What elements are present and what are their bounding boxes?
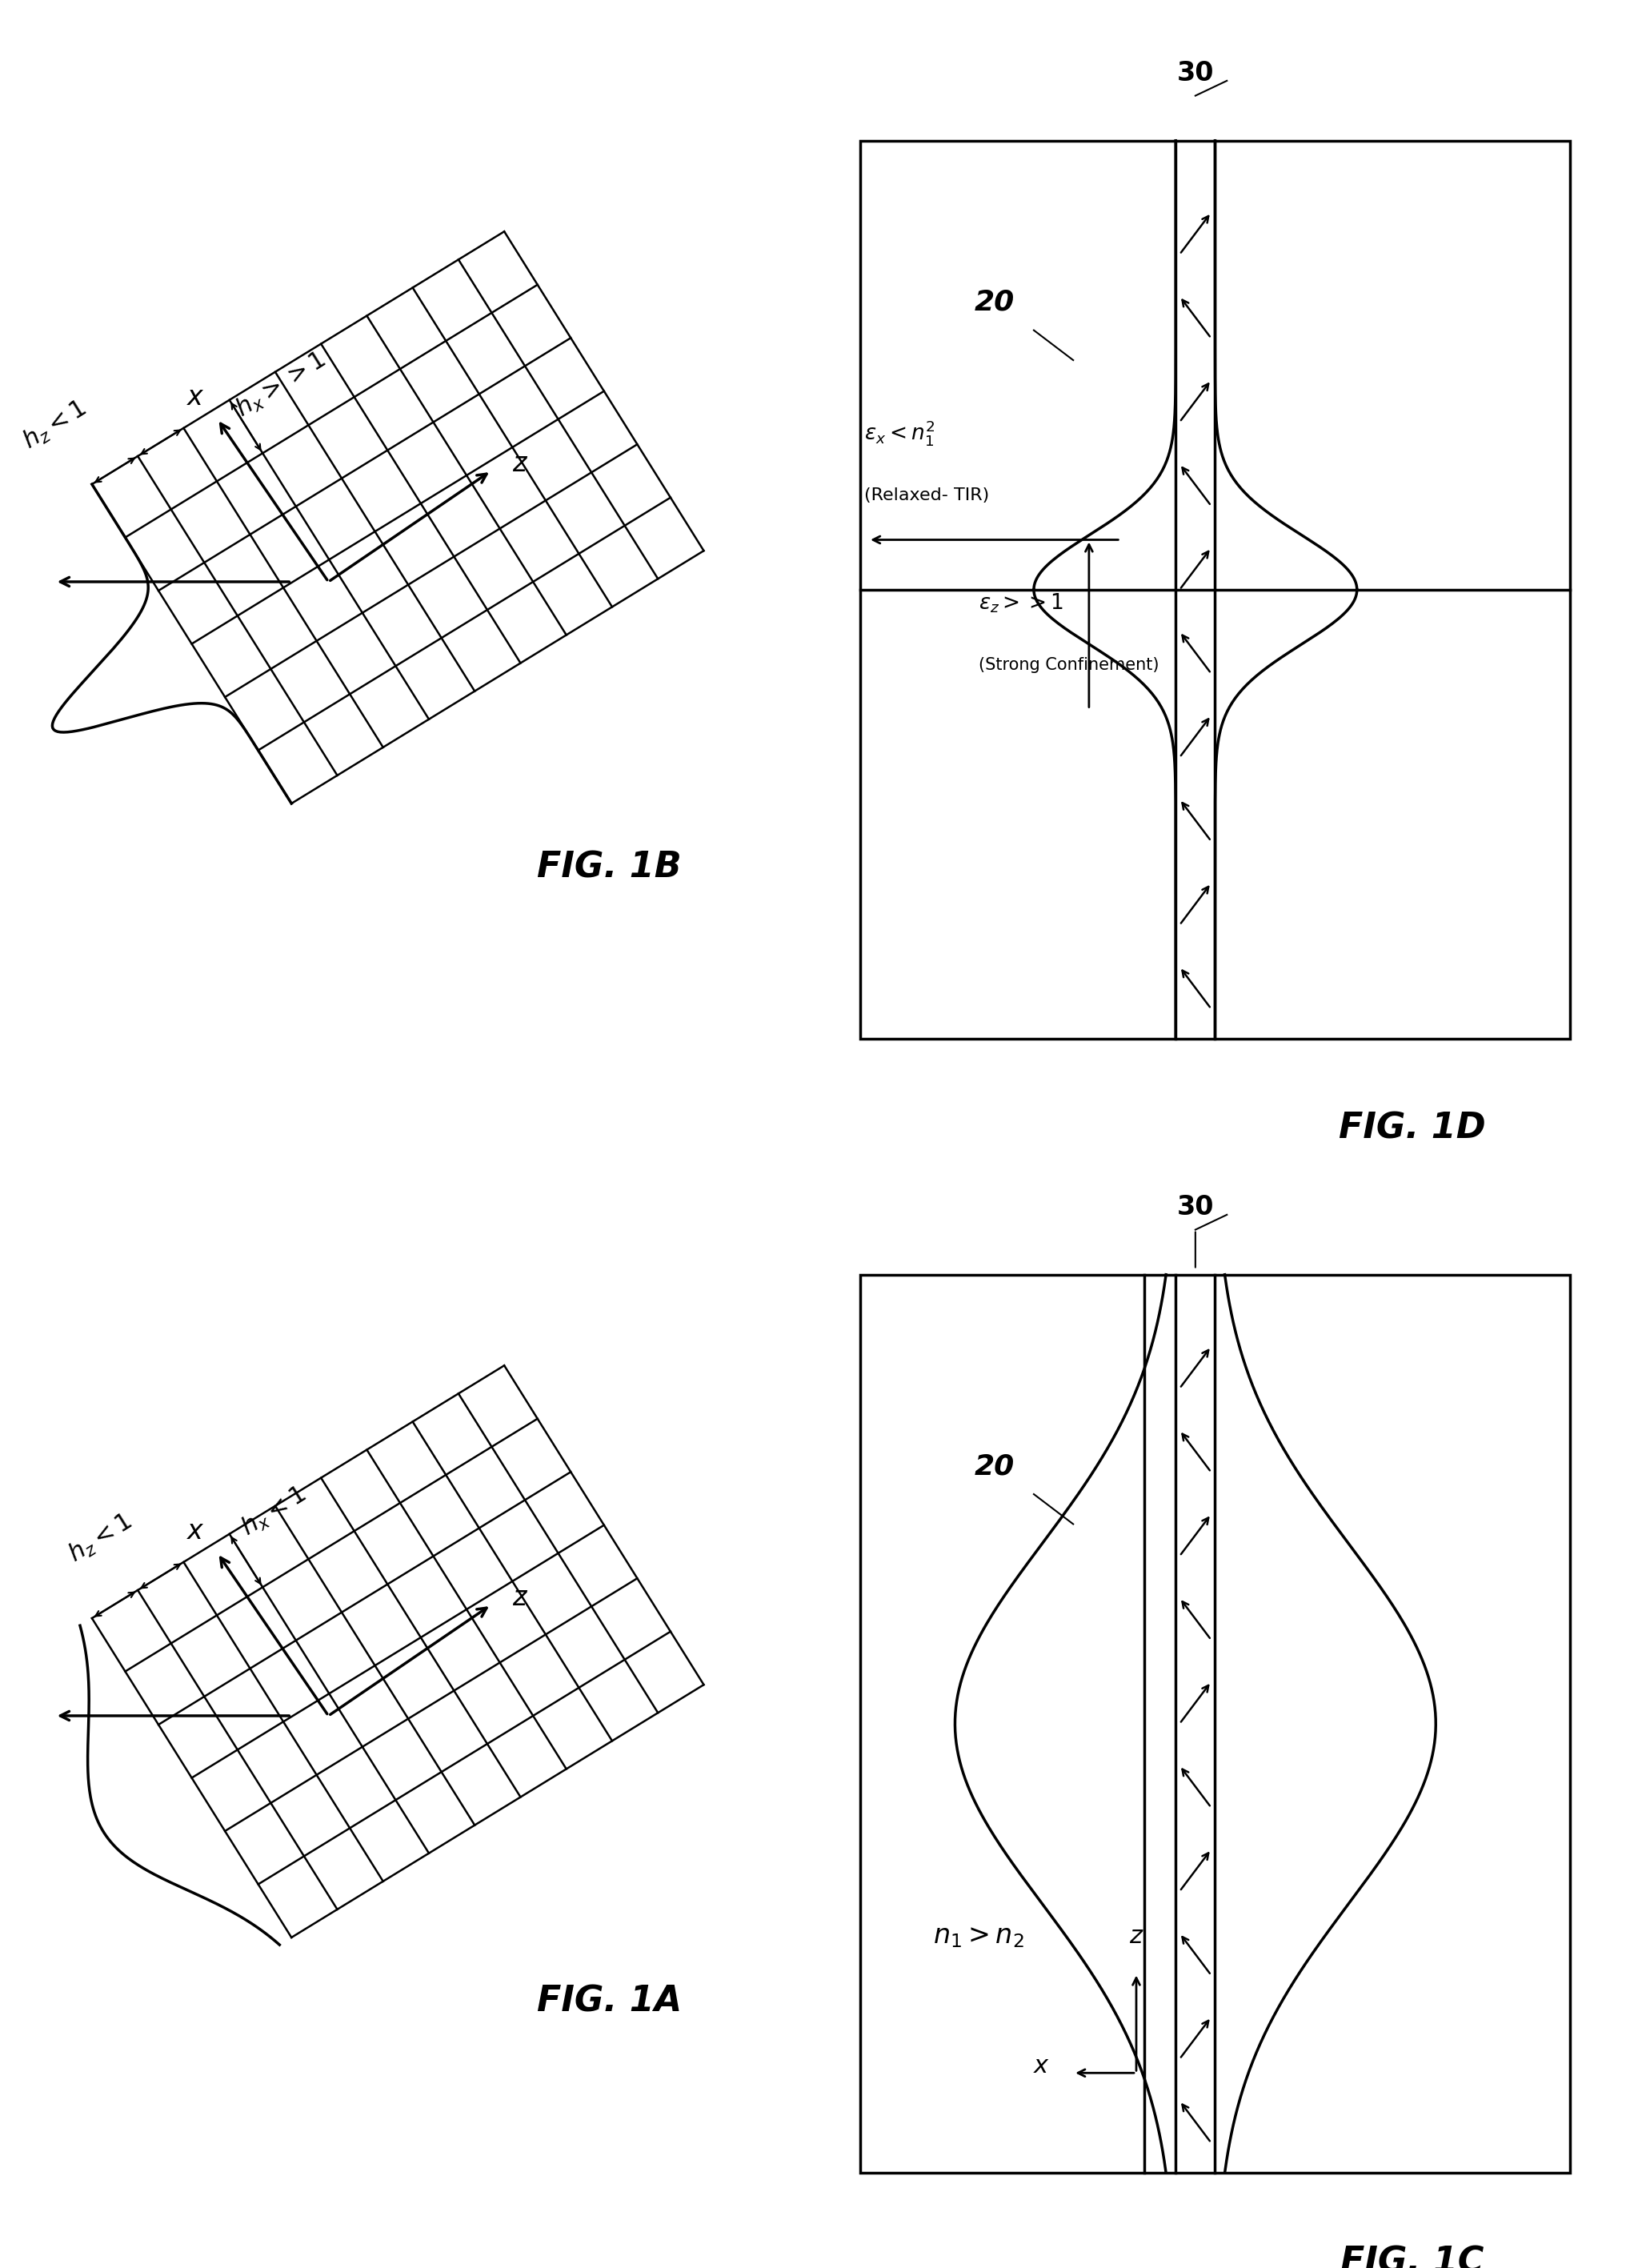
Text: $h_x < 1$: $h_x < 1$	[236, 1481, 310, 1542]
Text: $n_1 > n_2$: $n_1 > n_2$	[933, 1923, 1025, 1950]
Text: FIG. 1B: FIG. 1B	[537, 850, 681, 885]
Text: 20: 20	[974, 288, 1015, 315]
Text: $z$: $z$	[1128, 1926, 1144, 1948]
Text: $h_z < 1$: $h_z < 1$	[64, 1508, 138, 1567]
Text: (Strong Confinement): (Strong Confinement)	[979, 658, 1159, 674]
Text: $z$: $z$	[512, 451, 529, 476]
Text: $\varepsilon_x < n_1^2$: $\varepsilon_x < n_1^2$	[864, 420, 934, 447]
Text: FIG. 1A: FIG. 1A	[537, 1984, 681, 2019]
Text: FIG. 1D: FIG. 1D	[1338, 1111, 1486, 1145]
Text: $x$: $x$	[186, 383, 205, 411]
Text: (Relaxed- TIR): (Relaxed- TIR)	[864, 488, 990, 503]
Text: 30: 30	[1177, 59, 1213, 86]
Text: $h_x >> 1$: $h_x >> 1$	[232, 347, 330, 422]
Text: $x$: $x$	[186, 1517, 205, 1545]
Text: $x$: $x$	[1033, 2055, 1051, 2077]
Text: $\varepsilon_z >> 1$: $\varepsilon_z >> 1$	[979, 592, 1064, 615]
Text: $z$: $z$	[512, 1585, 529, 1610]
Text: $h_z < 1$: $h_z < 1$	[18, 395, 92, 454]
Text: 20: 20	[974, 1452, 1015, 1479]
Text: FIG. 1C: FIG. 1C	[1340, 2245, 1484, 2268]
Text: 30: 30	[1177, 1193, 1213, 1220]
